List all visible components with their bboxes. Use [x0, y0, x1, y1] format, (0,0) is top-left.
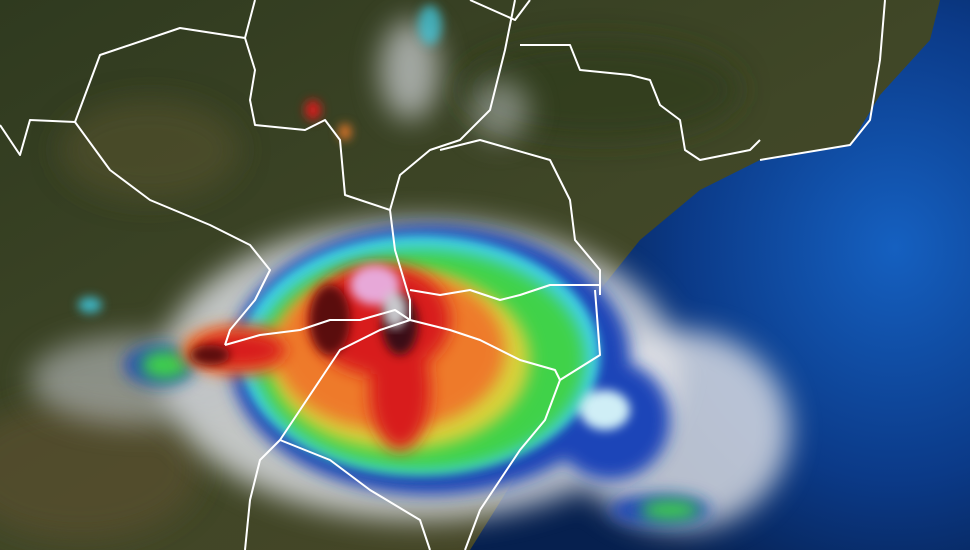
border-line	[244, 319, 411, 550]
border-line	[389, 0, 516, 211]
border-line	[409, 284, 600, 301]
border-line	[759, 0, 886, 161]
small-storm-cells	[78, 5, 442, 313]
border-line	[0, 119, 271, 346]
border-line	[224, 309, 411, 346]
borders	[0, 0, 886, 550]
border-line	[469, 0, 531, 21]
border-line	[244, 0, 256, 39]
land-texture	[0, 40, 740, 540]
border-line	[439, 139, 601, 295]
border-line	[279, 439, 431, 550]
border-line	[409, 289, 601, 381]
border-line	[464, 379, 561, 550]
rain-red	[195, 265, 450, 450]
border-line	[74, 27, 411, 320]
border-line	[520, 44, 761, 161]
